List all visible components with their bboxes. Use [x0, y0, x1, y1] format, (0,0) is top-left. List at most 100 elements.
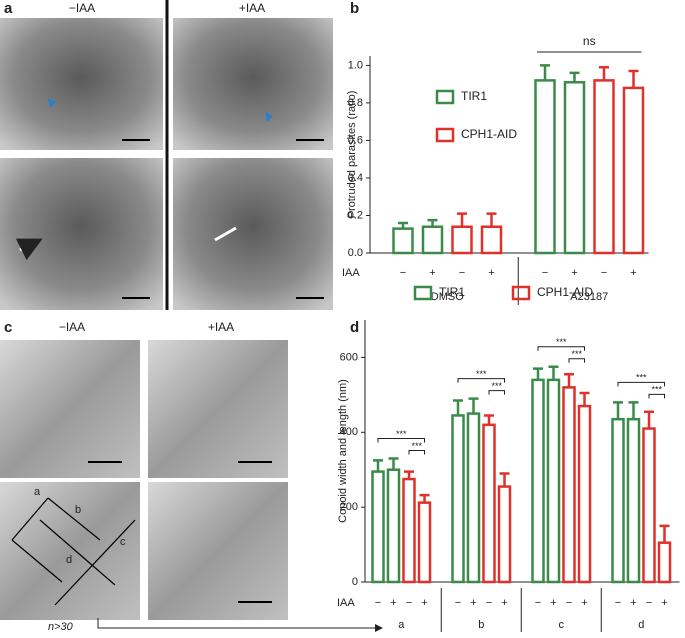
- error-bar: [579, 391, 590, 407]
- x-tick-label: −: [566, 597, 572, 609]
- x-tick-label: +: [581, 597, 587, 609]
- micrograph: [0, 482, 140, 620]
- x-tick-label: +: [421, 597, 427, 609]
- group-label: DMSO: [431, 291, 464, 303]
- error-bar: [453, 399, 463, 416]
- significance-bracket: [537, 346, 585, 351]
- error-bar: [419, 493, 430, 503]
- panel-label: c: [4, 319, 12, 336]
- error-bar: [486, 212, 497, 227]
- micrograph: [148, 340, 288, 478]
- micrograph: [0, 340, 140, 478]
- legend-swatch: [435, 127, 455, 143]
- y-tick-label: 0.6: [348, 134, 363, 146]
- arrow: [214, 226, 237, 242]
- arrow: [15, 238, 43, 261]
- x-tick-label: −: [615, 597, 621, 609]
- error-bar: [373, 459, 383, 472]
- error-bar: [564, 373, 574, 388]
- significance-bracket: [408, 449, 425, 455]
- y-tick-label: 400: [340, 426, 358, 438]
- x-tick-label: +: [630, 597, 636, 609]
- x-tick-label: −: [486, 597, 492, 609]
- bar: [563, 81, 586, 255]
- bar: [497, 485, 512, 584]
- error-bar: [644, 410, 654, 429]
- bar: [402, 477, 416, 584]
- error-bar: [548, 365, 559, 380]
- y-tick-label: 0.2: [348, 209, 363, 221]
- x-tick-label: −: [542, 267, 548, 279]
- scale-bars: [88, 461, 272, 603]
- diagram-label: b: [75, 504, 81, 516]
- bar: [392, 227, 414, 255]
- row-label: IAA: [342, 267, 360, 279]
- group-label: d: [638, 619, 644, 631]
- bar: [482, 423, 496, 584]
- bar: [611, 417, 625, 584]
- y-tick-label: 600: [340, 351, 358, 363]
- condition-label: −IAA: [69, 1, 95, 15]
- group-label: b: [478, 619, 484, 631]
- diagram-label: c: [120, 536, 126, 548]
- bar: [371, 470, 385, 584]
- legend-swatch: [435, 89, 455, 105]
- bar: [421, 225, 444, 255]
- condition-label: +IAA: [239, 1, 265, 15]
- bar: [626, 417, 641, 584]
- bar: [466, 412, 481, 584]
- bar: [622, 86, 645, 255]
- error-bar: [569, 71, 580, 83]
- row-label: IAA: [337, 597, 355, 609]
- significance-bracket: [457, 378, 505, 383]
- y-tick-label: 1.0: [348, 59, 363, 71]
- bar: [593, 79, 615, 255]
- significance-label: ***: [396, 429, 407, 439]
- legend-swatch: [413, 285, 433, 301]
- condition-label: +IAA: [208, 320, 234, 334]
- x-tick-label: +: [488, 267, 494, 279]
- panel-label: a: [4, 0, 13, 17]
- arrow: [97, 618, 383, 632]
- error-bar: [540, 64, 550, 81]
- significance-label: ***: [636, 373, 647, 383]
- significance-label: ***: [411, 441, 422, 451]
- error-bar: [628, 401, 639, 420]
- y-tick-label: 200: [340, 501, 358, 513]
- group-label: a: [398, 619, 405, 631]
- x-tick-label: −: [406, 597, 412, 609]
- x-tick-label: +: [501, 597, 507, 609]
- bar: [531, 378, 545, 584]
- group-label: c: [559, 619, 565, 631]
- significance-bracket: [568, 358, 585, 363]
- bar: [657, 541, 672, 584]
- bar: [546, 378, 561, 584]
- scale-bars: [122, 139, 324, 299]
- diagram-label: d: [66, 554, 72, 566]
- x-tick-label: +: [630, 267, 636, 279]
- x-tick-label: −: [459, 267, 465, 279]
- bar: [534, 79, 556, 255]
- condition-label: −IAA: [59, 320, 85, 334]
- significance-label: ***: [556, 337, 567, 347]
- bar: [417, 501, 432, 584]
- significance-label: ***: [571, 349, 582, 359]
- bar: [480, 225, 503, 255]
- legend-swatch: [511, 285, 531, 301]
- group-label: A23187: [570, 291, 608, 303]
- significance-label: ***: [476, 369, 487, 379]
- x-tick-label: −: [400, 267, 406, 279]
- significance-bracket: [377, 437, 425, 443]
- x-tick-label: −: [535, 597, 541, 609]
- legend-label: TIR1: [461, 89, 487, 103]
- y-tick-label: 0.0: [348, 247, 363, 259]
- bar: [451, 225, 473, 255]
- error-bar: [599, 66, 609, 81]
- legend-label: TIR1: [439, 285, 465, 299]
- y-tick-label: 0: [352, 576, 358, 588]
- y-axis-label: Protruded parasites (ratio): [346, 91, 358, 219]
- micrograph: [0, 18, 163, 150]
- significance-label: ***: [651, 385, 662, 395]
- bar: [386, 468, 401, 584]
